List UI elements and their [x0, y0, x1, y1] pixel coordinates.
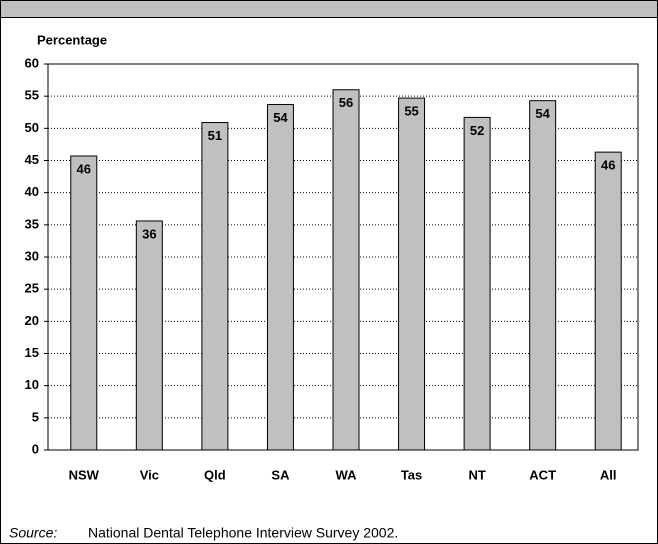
bar [398, 97, 426, 451]
bar [529, 100, 557, 451]
bar [70, 155, 98, 451]
y-tick-label: 40 [25, 184, 39, 199]
bar [594, 151, 622, 451]
y-tick-label: 60 [25, 55, 39, 70]
value-label: 36 [142, 226, 156, 241]
header-bar [0, 0, 658, 18]
bar [266, 104, 294, 451]
x-tick-label: NSW [69, 467, 100, 482]
value-label: 56 [339, 95, 353, 110]
y-tick-label: 15 [25, 345, 39, 360]
source-label: Source: [9, 525, 57, 541]
source-text: National Dental Telephone Interview Surv… [88, 525, 398, 541]
x-tick-label: Qld [204, 467, 226, 482]
value-label: 51 [208, 128, 222, 143]
y-tick-label: 35 [25, 216, 39, 231]
value-label: 55 [404, 104, 418, 119]
y-axis-label: Percentage [37, 32, 107, 47]
x-tick-label: NT [468, 467, 485, 482]
bar [135, 220, 163, 451]
x-tick-label: Vic [140, 467, 159, 482]
y-tick-label: 5 [32, 409, 39, 424]
value-label: 46 [77, 161, 91, 176]
y-tick-label: 25 [25, 281, 39, 296]
y-tick-label: 10 [25, 377, 39, 392]
x-tick-label: ACT [529, 467, 556, 482]
bar [463, 116, 491, 451]
value-label: 54 [273, 110, 288, 125]
x-tick-label: All [600, 467, 617, 482]
bar [332, 89, 360, 451]
value-label: 54 [535, 106, 550, 121]
y-tick-label: 30 [25, 248, 39, 263]
y-tick-label: 20 [25, 313, 39, 328]
x-tick-label: Tas [401, 467, 422, 482]
bar [201, 122, 229, 451]
y-tick-label: 55 [25, 88, 39, 103]
y-tick-label: 50 [25, 120, 39, 135]
y-tick-label: 0 [32, 441, 39, 456]
value-label: 52 [470, 123, 484, 138]
x-tick-label: SA [271, 467, 290, 482]
y-tick-label: 45 [25, 152, 39, 167]
x-tick-label: WA [336, 467, 358, 482]
value-label: 46 [601, 158, 615, 173]
